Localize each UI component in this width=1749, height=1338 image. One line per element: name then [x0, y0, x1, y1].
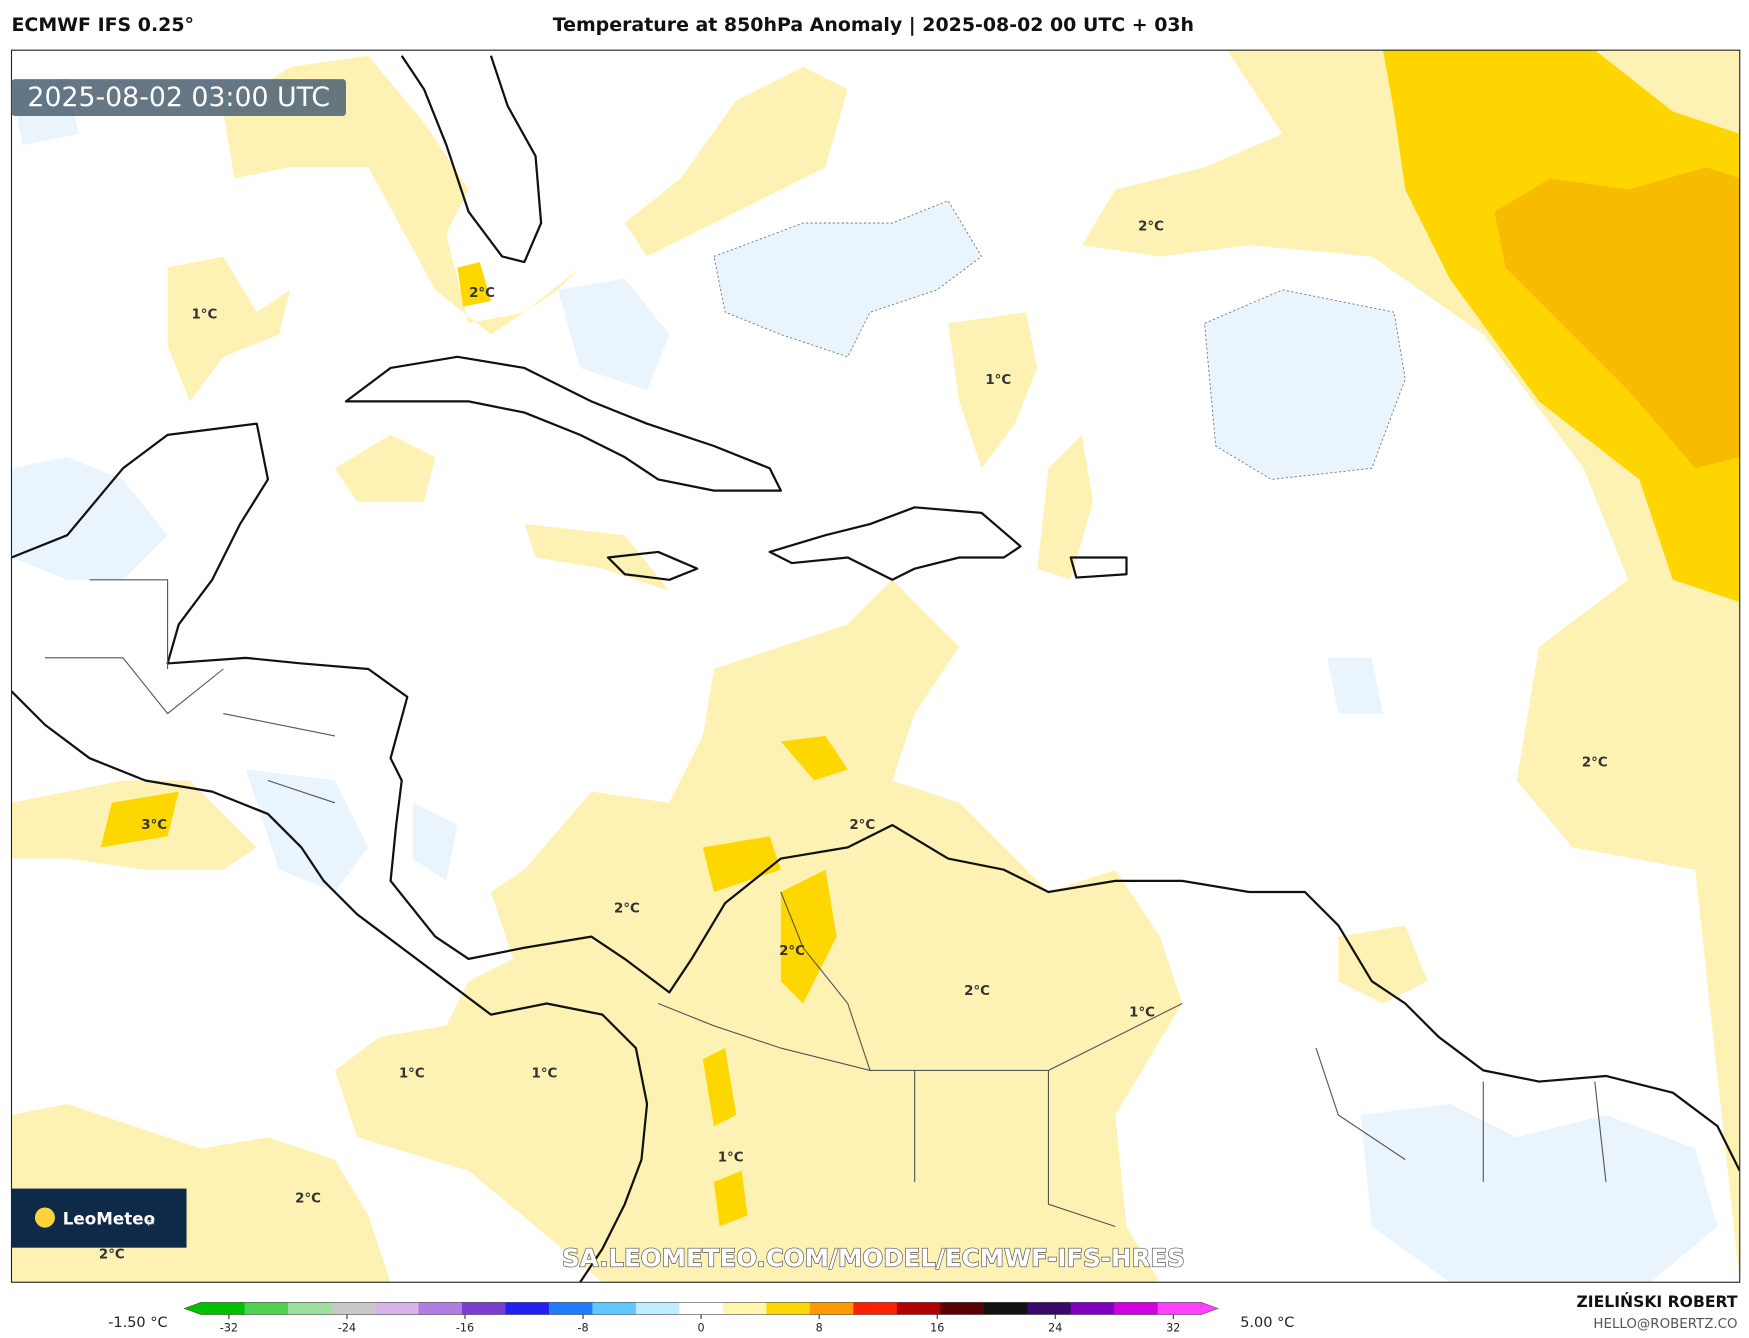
- contour-label: 1°C: [1129, 1005, 1155, 1020]
- contour-label: 2°C: [99, 1247, 125, 1262]
- colorbar-segment: [374, 1302, 420, 1315]
- colorbar-segment: [548, 1302, 593, 1315]
- colorbar-segment: [766, 1302, 811, 1315]
- colorbar-segment: [1027, 1302, 1072, 1315]
- contour-label: 2°C: [1582, 756, 1608, 771]
- anomaly-warm-spots: [100, 262, 848, 1227]
- colorbar-segment: [592, 1302, 637, 1315]
- contour-label: 2°C: [964, 984, 990, 999]
- timestamp-box: [11, 79, 346, 116]
- logo-text: LeoMeteo: [63, 1208, 155, 1228]
- contour-label: 2°C: [779, 944, 805, 959]
- contour-label: 1°C: [191, 307, 217, 322]
- colorbar-tick-label: -8: [578, 1321, 589, 1334]
- colorbar-segment: [853, 1302, 898, 1315]
- contour-label: 2°C: [469, 286, 495, 301]
- contour-label: 2°C: [614, 902, 640, 917]
- coastlines: [11, 55, 1740, 1283]
- contour-labels: 1°C 2°C 2°C 1°C 3°C 2°C 2°C 2°C 2°C 1°C 1°C 1°C 1°C 2…: [99, 219, 1608, 1262]
- colorbar-tick-label: 0: [698, 1321, 705, 1334]
- colorbar-segment: [635, 1302, 680, 1315]
- colorbar: -1.50 °C 5.00 °C -32 -24 -16 -8 0 8 16 24 32: [108, 1301, 1294, 1334]
- model-name: ECMWF IFS 0.25°: [11, 14, 194, 36]
- colorbar-segment: [940, 1302, 985, 1315]
- anomaly-warm-core: [1494, 167, 1740, 469]
- colorbar-segment: [331, 1302, 376, 1315]
- map: 1°C 2°C 2°C 1°C 3°C 2°C 2°C 2°C 2°C 1°C 1°C 1°C 1°C 2…: [10, 49, 1741, 1283]
- email: HELLO@ROBERTZ.CO: [1593, 1317, 1737, 1332]
- anomaly-negative: [11, 78, 1718, 1283]
- colorbar-tick-label: -16: [456, 1321, 474, 1334]
- colorbar-segment: [461, 1302, 506, 1315]
- timestamp: 2025-08-02 03:00 UTC: [27, 82, 330, 113]
- contour-label: 2°C: [1138, 219, 1164, 234]
- colorbar-segment: [896, 1302, 941, 1315]
- contour-label: 2°C: [295, 1192, 321, 1207]
- colorbar-segment: [1114, 1302, 1159, 1315]
- watermark: SA.LEOMETEO.COM/MODEL/ECMWF-IFS-HRES: [562, 1244, 1185, 1273]
- contour-label: 3°C: [141, 818, 167, 833]
- colorbar-segment: [1070, 1302, 1115, 1315]
- author: ZIELIŃSKI ROBERT: [1576, 1292, 1737, 1311]
- colorbar-segment: [983, 1302, 1028, 1315]
- contour-label: 1°C: [718, 1150, 744, 1165]
- map-frame: [10, 49, 1741, 1283]
- map-title: Temperature at 850hPa Anomaly | 2025-08-…: [553, 14, 1194, 36]
- colorbar-tick-label: 8: [816, 1321, 823, 1334]
- colorbar-segment: [505, 1302, 550, 1315]
- logo-suffix: pl: [148, 1217, 155, 1226]
- contour-label: 1°C: [399, 1067, 425, 1082]
- colorbar-segment: [418, 1302, 463, 1315]
- colorbar-outline: [183, 1301, 1219, 1315]
- colorbar-segment: [201, 1302, 246, 1315]
- colorbar-segment: [288, 1302, 333, 1315]
- colorbar-segment: [244, 1302, 289, 1315]
- colorbar-arrow-high: [1201, 1302, 1218, 1315]
- colorbar-tick-label: -32: [220, 1321, 238, 1334]
- contour-label: 1°C: [532, 1067, 558, 1082]
- colorbar-tick-label: 24: [1048, 1321, 1062, 1334]
- borders: [44, 200, 1607, 1228]
- colorbar-tick-label: -24: [338, 1321, 356, 1334]
- contour-label: 2°C: [849, 818, 875, 833]
- min-value: -1.50 °C: [108, 1315, 167, 1331]
- colorbar-tick-label: 16: [930, 1321, 944, 1334]
- colorbar-arrow-low: [184, 1302, 202, 1315]
- colorbar-segment: [679, 1302, 724, 1315]
- max-value: 5.00 °C: [1240, 1315, 1294, 1331]
- colorbar-segment: [722, 1302, 767, 1315]
- contour-label: 1°C: [985, 373, 1011, 388]
- logo-sun: [34, 1207, 55, 1228]
- colorbar-segment: [809, 1302, 854, 1315]
- colorbar-tick-label: 32: [1166, 1321, 1180, 1334]
- colorbar-segment: [1157, 1302, 1202, 1315]
